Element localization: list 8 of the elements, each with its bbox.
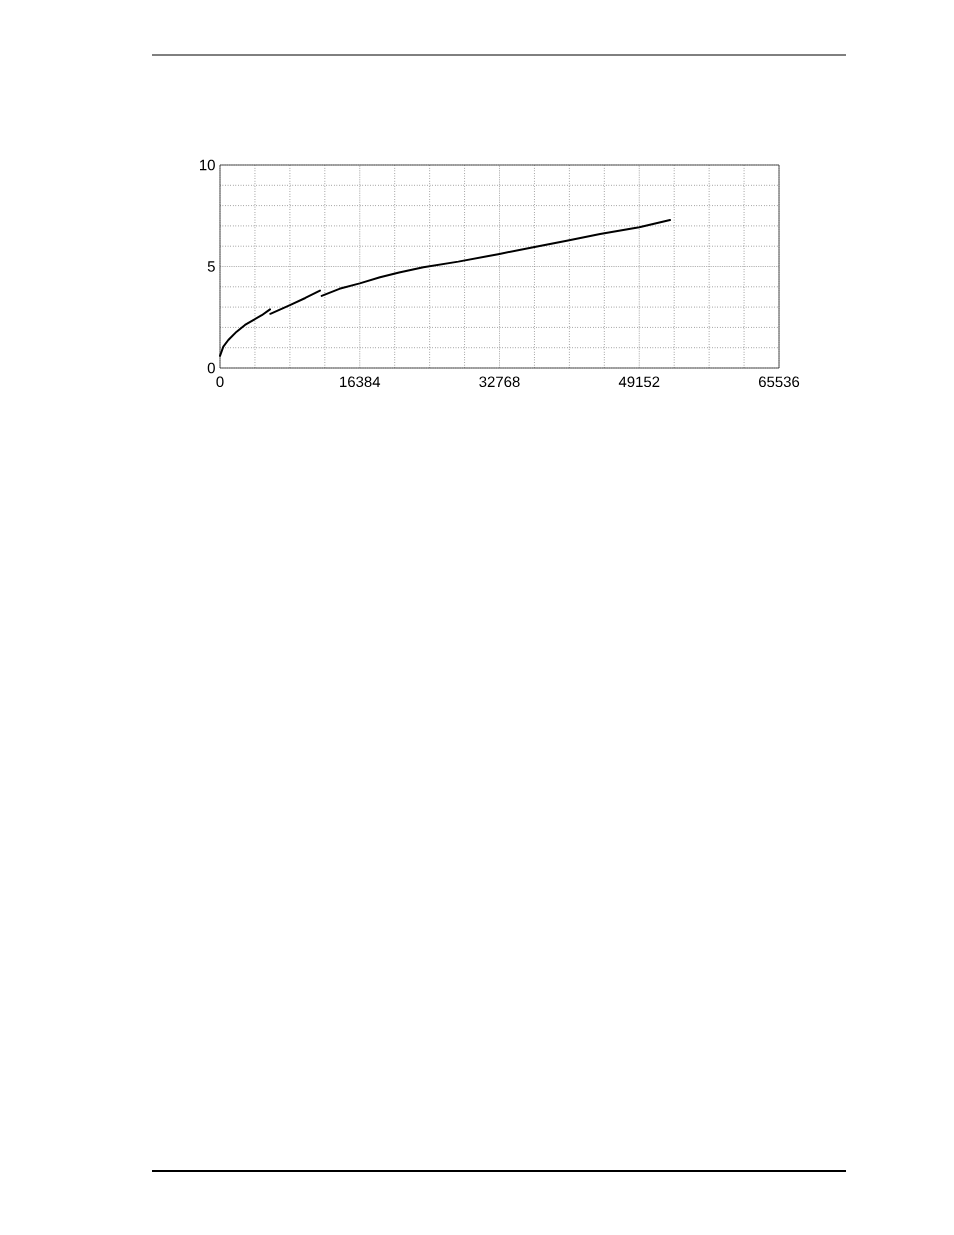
y-tick-label: 0 [207,362,215,374]
x-tick-label: 49152 [618,376,660,388]
x-tick-label: 0 [216,376,224,388]
x-tick-label: 32768 [479,376,520,388]
x-tick-label: 65536 [759,376,800,388]
x-tick-label: 16384 [340,376,381,388]
y-tick-label: 10 [200,159,215,171]
y-tick-label: 5 [207,261,215,272]
